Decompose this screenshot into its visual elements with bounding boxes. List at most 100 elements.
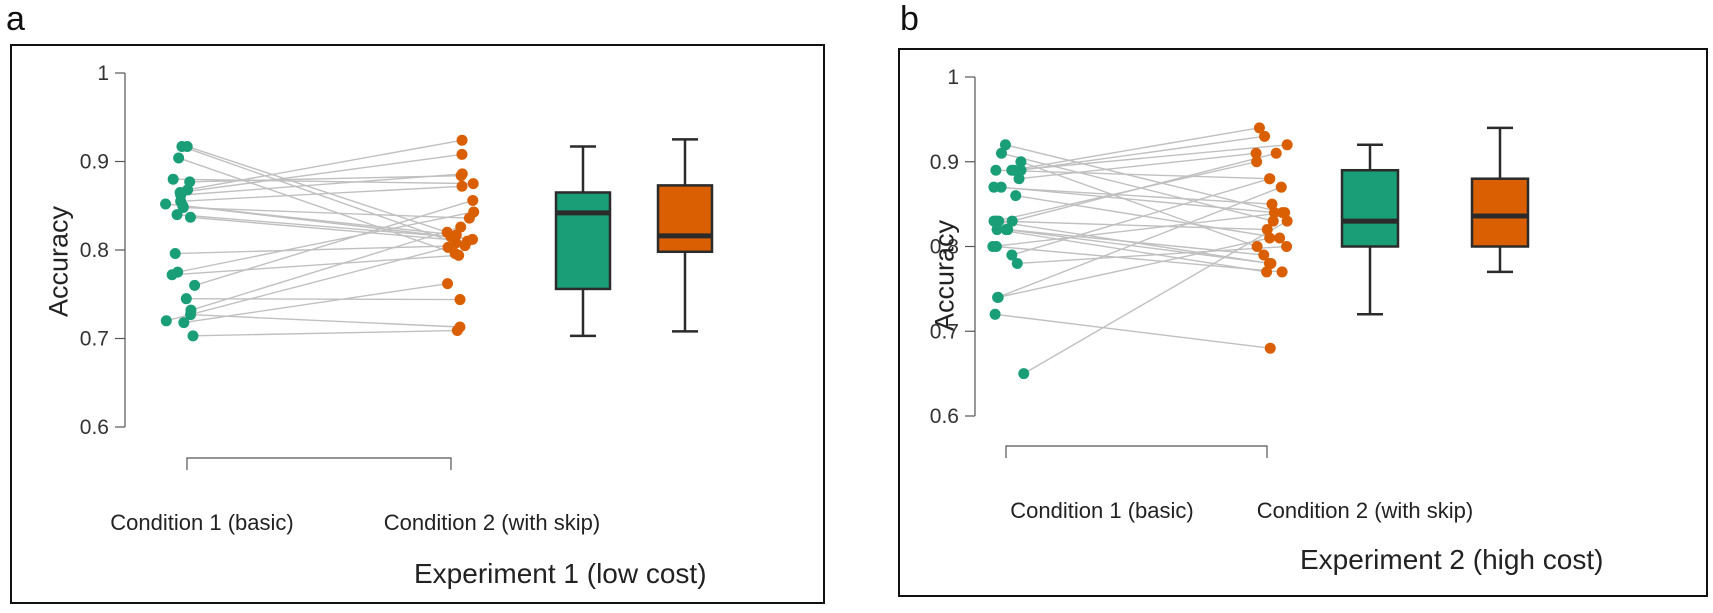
condition-1-point xyxy=(180,293,192,305)
condition-2-point xyxy=(1253,122,1265,134)
pair-line xyxy=(183,282,448,324)
condition-1-point xyxy=(989,308,1001,320)
x-category-label-condition-2: Condition 2 (with skip) xyxy=(1256,498,1474,523)
y-tick-label: 1 xyxy=(97,62,109,85)
condition-2-point xyxy=(1250,147,1262,159)
pair-line xyxy=(992,211,1285,248)
x-category-bracket xyxy=(186,457,452,470)
condition-1-point xyxy=(1013,173,1025,185)
condition-2-point xyxy=(1279,207,1291,219)
pair-line xyxy=(194,199,473,287)
condition-2-point xyxy=(442,278,454,290)
condition-2-point xyxy=(1267,215,1279,227)
pair-line xyxy=(997,186,1282,299)
y-tick-label: 0.7 xyxy=(930,320,959,343)
pair-line xyxy=(996,161,1257,222)
condition-1-point xyxy=(1006,249,1018,261)
pair-line xyxy=(1011,127,1260,171)
pair-line xyxy=(180,185,463,203)
x-category-label-condition-1: Condition 1 (basic) xyxy=(1010,498,1194,523)
pair-line xyxy=(1020,161,1258,248)
condition-2-point xyxy=(1265,257,1277,269)
pair-line xyxy=(186,297,461,301)
pair-line xyxy=(190,313,460,328)
condition-1-point xyxy=(166,269,178,281)
condition-1-point xyxy=(160,315,172,327)
condition-1-point xyxy=(1015,156,1027,168)
pair-line xyxy=(190,216,468,242)
condition-2-point xyxy=(1261,224,1273,236)
condition-2-point xyxy=(1281,215,1293,227)
pair-line xyxy=(173,178,474,185)
condition-2-point xyxy=(1281,139,1293,151)
y-tick-label: 0.9 xyxy=(80,151,109,174)
pair-line xyxy=(177,211,474,273)
pair-line xyxy=(172,254,459,276)
y-tick-label: 0.8 xyxy=(930,236,959,259)
pair-line xyxy=(1006,228,1272,265)
condition-2-point xyxy=(456,180,468,192)
condition-1-point xyxy=(178,317,190,329)
condition-2-point xyxy=(1276,266,1288,278)
condition-2-point xyxy=(1266,198,1278,210)
x-category-bracket xyxy=(1005,445,1268,458)
condition-1-point xyxy=(999,139,1011,151)
y-tick-label: 0.7 xyxy=(80,328,109,351)
pair-line xyxy=(180,173,463,196)
condition-1-point xyxy=(173,152,185,164)
condition-1-point xyxy=(990,241,1002,252)
pair-line xyxy=(176,213,451,238)
condition-1-point xyxy=(189,279,201,291)
chart-canvas-experiment-1: 0.6 0.7 0.8 0.9 1 xyxy=(80,62,714,470)
condition-2-box xyxy=(1470,177,1530,248)
chart-canvas-experiment-2: 0.6 0.7 0.8 0.9 1 xyxy=(930,66,1530,458)
condition-1-point xyxy=(992,291,1004,303)
y-axis-label: Accuracy xyxy=(43,205,74,318)
condition-1-point xyxy=(1011,257,1023,269)
condition-2-point xyxy=(451,325,463,337)
y-tick-label: 1 xyxy=(947,66,959,89)
condition-1-box xyxy=(1340,168,1400,248)
pair-line xyxy=(190,226,461,311)
pair-line xyxy=(998,237,1270,299)
condition-2-point xyxy=(467,178,479,190)
y-tick-label: 0.6 xyxy=(80,416,109,439)
pair-line xyxy=(995,169,1270,180)
condition-2-point xyxy=(1264,173,1276,185)
y-tick-label: 0.6 xyxy=(930,405,959,428)
pair-line xyxy=(1020,135,1265,171)
condition-1-point xyxy=(995,181,1007,193)
condition-1-point xyxy=(1010,190,1022,202)
panel-a-letter: a xyxy=(6,0,25,38)
pair-line xyxy=(995,313,1271,349)
condition-1-point xyxy=(185,309,197,321)
condition-2-point xyxy=(1264,342,1276,354)
pair-line xyxy=(1001,186,1275,214)
pair-line xyxy=(181,145,457,244)
condition-1-point xyxy=(171,209,183,221)
pair-line xyxy=(1015,194,1280,239)
condition-2-point xyxy=(467,194,479,206)
condition-2-point xyxy=(1268,207,1280,219)
pair-line xyxy=(187,139,463,191)
pair-line xyxy=(180,153,463,194)
panel-b-letter: b xyxy=(900,0,919,38)
condition-2-point xyxy=(1251,156,1263,168)
chart-panel-experiment-1: 0.6 0.7 0.8 0.9 1 Accuracy Condition 1 (basi… xyxy=(10,44,825,604)
pair-line xyxy=(998,220,1268,231)
pair-line xyxy=(1011,178,1270,256)
pair-line xyxy=(175,244,465,255)
condition-1-point xyxy=(1008,164,1020,176)
pair-line xyxy=(1013,144,1288,171)
condition-2-point xyxy=(1259,130,1271,142)
chart-panel-experiment-2: 0.6 0.7 0.8 0.9 1 Accuracy Condition 1 (basi… xyxy=(898,48,1708,597)
condition-1-point xyxy=(177,202,189,214)
pair-line xyxy=(996,228,1267,273)
y-tick-label: 0.8 xyxy=(80,239,109,262)
condition-1-box xyxy=(554,191,612,291)
condition-2-point xyxy=(1274,232,1286,244)
condition-2-point xyxy=(455,221,467,233)
condition-1-point xyxy=(167,173,179,185)
pair-line xyxy=(182,205,473,241)
pair-line xyxy=(186,145,448,233)
